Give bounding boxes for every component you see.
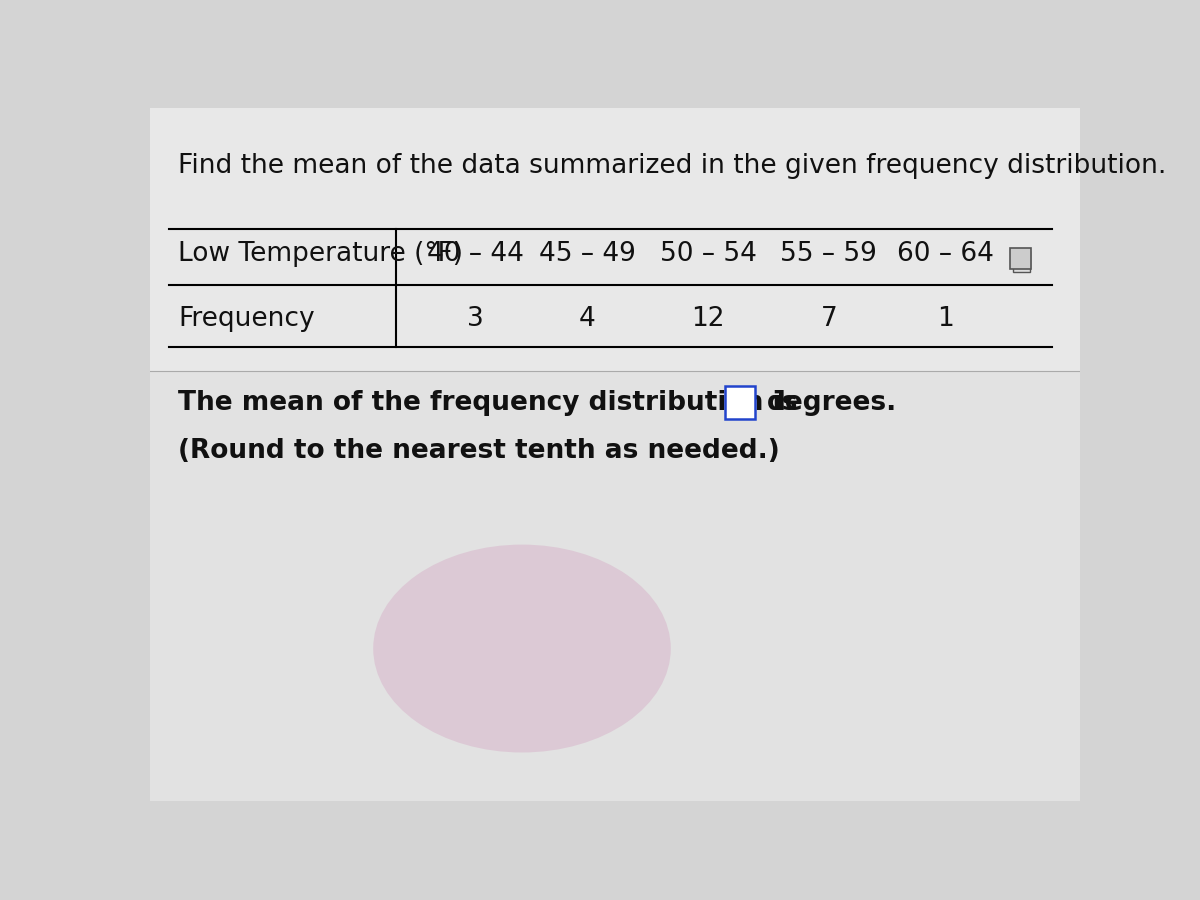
FancyBboxPatch shape [725,386,756,419]
Text: 55 – 59: 55 – 59 [780,240,877,266]
Text: 12: 12 [691,306,725,332]
Text: Find the mean of the data summarized in the given frequency distribution.: Find the mean of the data summarized in … [178,153,1166,179]
Text: 40 – 44: 40 – 44 [427,240,524,266]
Text: 1: 1 [937,306,954,332]
FancyBboxPatch shape [150,108,1080,372]
FancyBboxPatch shape [1013,251,1030,272]
Text: 60 – 64: 60 – 64 [896,240,994,266]
Text: 3: 3 [467,306,484,332]
Text: (Round to the nearest tenth as needed.): (Round to the nearest tenth as needed.) [178,438,780,464]
FancyBboxPatch shape [150,108,1080,801]
Text: degrees.: degrees. [767,390,896,416]
Text: Low Temperature (°F): Low Temperature (°F) [178,240,463,266]
Text: Frequency: Frequency [178,306,314,332]
Text: 50 – 54: 50 – 54 [660,240,756,266]
Text: The mean of the frequency distribution is: The mean of the frequency distribution i… [178,390,797,416]
Text: 7: 7 [821,306,838,332]
Ellipse shape [373,544,671,752]
Text: 4: 4 [578,306,595,332]
Text: 45 – 49: 45 – 49 [539,240,636,266]
FancyBboxPatch shape [1010,248,1031,269]
